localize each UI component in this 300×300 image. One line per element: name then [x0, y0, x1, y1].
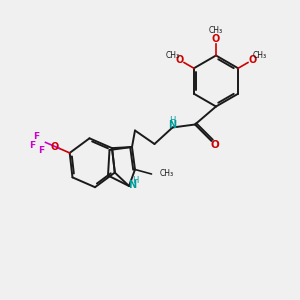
Text: O: O: [51, 142, 59, 152]
Text: O: O: [212, 34, 220, 44]
Text: F: F: [38, 146, 44, 155]
Text: CH₃: CH₃: [209, 26, 223, 35]
Text: CH₃: CH₃: [253, 51, 267, 60]
Text: N: N: [128, 180, 136, 190]
Text: H: H: [132, 176, 139, 185]
Text: O: O: [248, 55, 257, 65]
Text: F: F: [29, 141, 35, 150]
Text: CH₃: CH₃: [165, 51, 179, 60]
Text: CH₃: CH₃: [160, 169, 174, 178]
Text: O: O: [175, 55, 184, 65]
Text: O: O: [211, 140, 220, 150]
Text: H: H: [169, 116, 175, 125]
Text: F: F: [33, 132, 40, 141]
Text: N: N: [168, 120, 176, 130]
